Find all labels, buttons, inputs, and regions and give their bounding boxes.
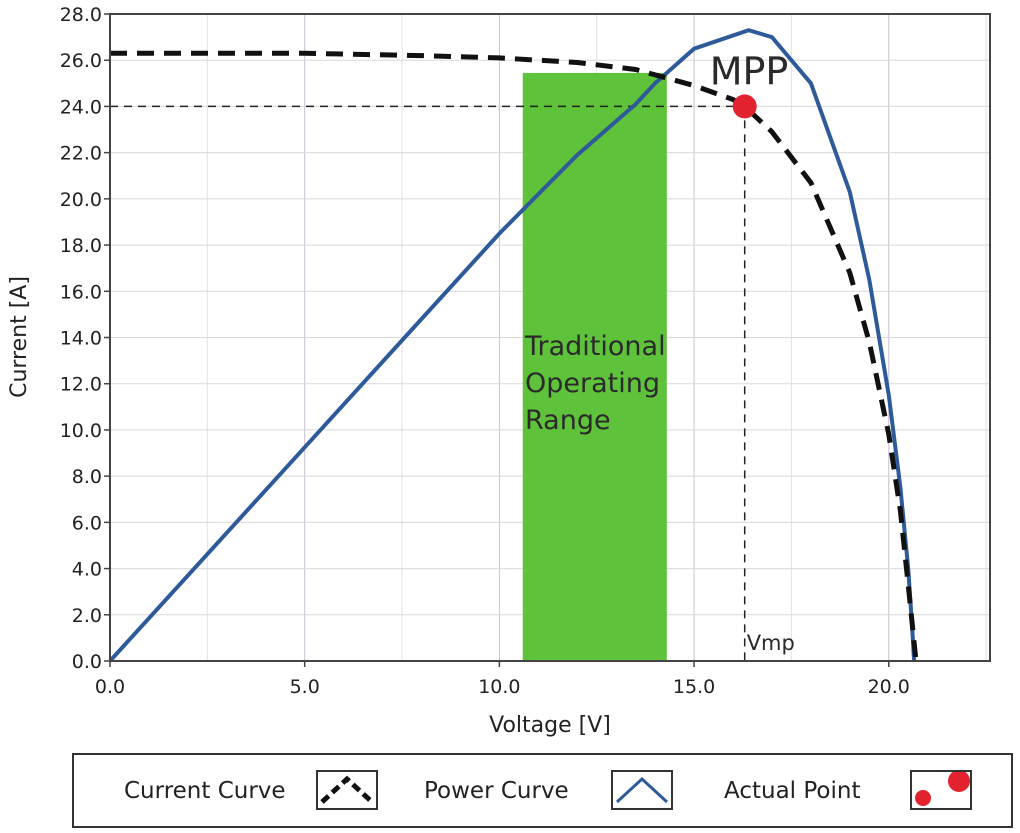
y-tick-label: 0.0 [72,651,102,673]
legend-power-label: Power Curve [424,777,569,804]
y-tick-label: 24.0 [60,96,102,118]
y-tick-label: 16.0 [60,281,102,303]
y-axis-ticks: 0.0 2.0 4.0 6.0 8.0 10.0 12.0 14.0 16.0 18.0 20.0 2… [60,4,110,673]
x-tick-label: 20.0 [868,676,910,698]
x-tick-label: 0.0 [95,676,125,698]
y-tick-label: 8.0 [72,466,102,488]
legend-item-current: Current Curve [124,755,286,826]
y-tick-label: 2.0 [72,605,102,627]
chart-legend: Current Curve Power Curve Actual Point [72,753,1013,828]
mpp-annotation: MPP [710,49,789,93]
range-annotation-line-1: Traditional [524,331,666,362]
traditional-operating-range-area [522,72,667,661]
red-dots-icon [910,770,972,810]
dashed-peak-icon [316,770,378,810]
y-tick-label: 22.0 [60,143,102,165]
legend-actual-label: Actual Point [724,777,861,804]
y-tick-label: 12.0 [60,374,102,396]
vmp-annotation: Vmp [747,631,795,655]
y-tick-label: 6.0 [72,512,102,534]
y-tick-label: 20.0 [60,189,102,211]
power-curve-line [108,28,917,663]
x-tick-label: 15.0 [673,676,715,698]
x-axis-ticks: 0.0 5.0 10.0 15.0 20.0 [95,661,910,698]
x-tick-label: 10.0 [478,676,520,698]
y-axis-label: Current [A] [7,276,32,398]
legend-current-label: Current Curve [124,777,286,804]
legend-item-actual: Actual Point [724,755,860,826]
y-tick-label: 28.0 [60,4,102,26]
x-tick-label: 5.0 [290,676,320,698]
y-tick-label: 26.0 [60,50,102,72]
x-axis-label: Voltage [V] [489,713,611,738]
y-tick-label: 10.0 [60,420,102,442]
iv-chart: 0.0 5.0 10.0 15.0 20.0 0.0 2.0 4.0 6.0 8.0 10.0 12… [7,4,991,738]
current-curve-line [110,50,919,662]
legend-item-power: Power Curve [424,755,569,826]
reference-lines [110,105,746,661]
y-tick-label: 4.0 [72,559,102,581]
range-annotation-line-2: Operating [525,368,660,399]
y-tick-label: 14.0 [60,328,102,350]
range-annotation-line-3: Range [525,405,611,436]
solid-peak-icon [611,770,673,810]
actual-point-marker [732,94,757,119]
y-tick-label: 18.0 [60,235,102,257]
